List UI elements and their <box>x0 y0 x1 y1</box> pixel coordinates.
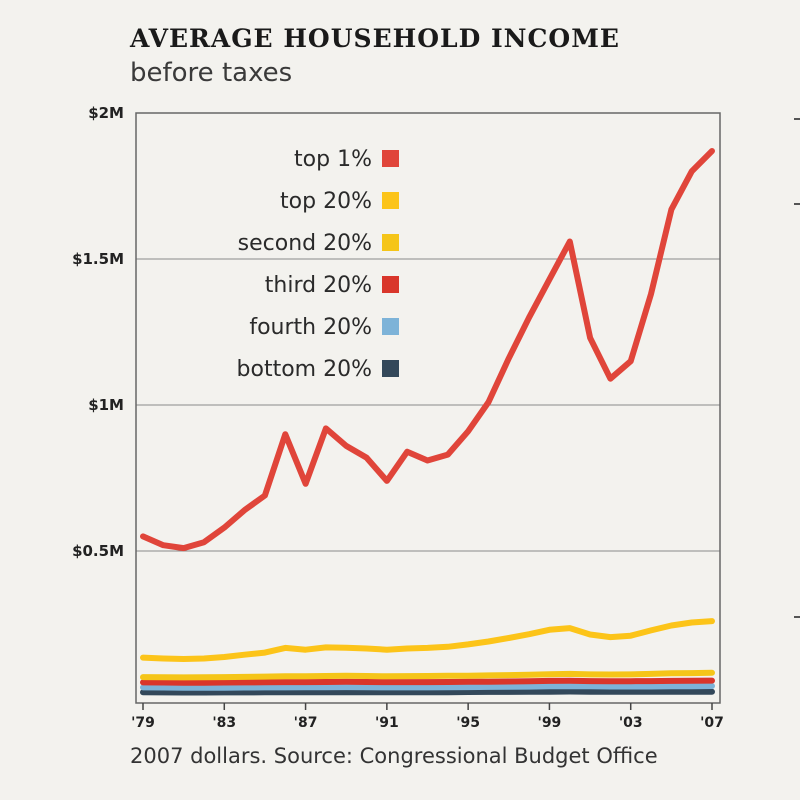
legend-label: fourth 20% <box>249 315 372 340</box>
legend-label: second 20% <box>238 231 372 256</box>
legend: top 1% top 20% second 20% third 20% fourth 2… <box>237 147 399 382</box>
x-tick-label: '95 <box>456 715 480 731</box>
y-tick-label: $1M <box>88 396 124 414</box>
x-tick-label: '79 <box>131 715 155 731</box>
x-tick-label: '03 <box>619 715 643 731</box>
x-tick-label: '99 <box>538 715 562 731</box>
chart-title: AVERAGE HOUSEHOLD INCOME <box>130 24 620 53</box>
x-tick-label: '83 <box>212 715 236 731</box>
legend-label: top 1% <box>294 147 372 172</box>
y-tick-label: $2M <box>88 104 124 122</box>
series-line <box>140 148 715 552</box>
series-line <box>140 618 715 662</box>
series-line <box>140 677 715 686</box>
legend-swatch <box>382 318 399 335</box>
x-tick-label: '07 <box>700 715 724 731</box>
legend-swatch <box>382 360 399 377</box>
series-line <box>140 669 715 681</box>
legend-swatch <box>382 234 399 251</box>
legend-label: third 20% <box>265 273 372 298</box>
legend-swatch <box>382 276 399 293</box>
series-line <box>140 688 715 696</box>
legend-label: bottom 20% <box>237 357 372 382</box>
x-axis-ticks: '79 '83 '87 '91 '95 '99 '03 '07 <box>131 703 724 731</box>
source-note: 2007 dollars. Source: Congressional Budg… <box>130 744 658 768</box>
y-tick-label: $0.5M <box>72 542 124 560</box>
cropped-edge-mark <box>794 203 800 205</box>
cropped-edge-mark <box>794 118 800 120</box>
series-line <box>140 683 715 691</box>
series-lines <box>140 148 715 696</box>
plot-frame <box>135 112 721 704</box>
cropped-edge-mark <box>794 616 800 618</box>
legend-swatch <box>382 192 399 209</box>
y-axis-ticks: $0.5M $1M $1.5M $2M <box>72 104 124 560</box>
legend-swatch <box>382 150 399 167</box>
legend-label: top 20% <box>280 189 372 214</box>
chart-subtitle: before taxes <box>130 58 293 88</box>
x-tick-label: '91 <box>375 715 399 731</box>
x-tick-label: '87 <box>294 715 318 731</box>
grid-lines <box>136 112 720 552</box>
y-tick-label: $1.5M <box>72 250 124 268</box>
